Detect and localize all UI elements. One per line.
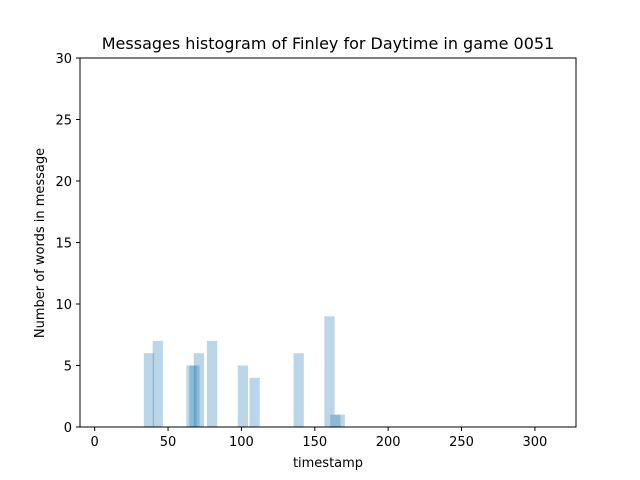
x-tick-label-2: 100 — [229, 435, 254, 450]
bars-group — [143, 316, 345, 427]
histogram-bar-9 — [324, 316, 335, 427]
histogram-bar-2 — [186, 365, 197, 427]
y-tick-label-3: 15 — [55, 237, 72, 252]
histogram-bar-11 — [334, 414, 345, 427]
x-tick-label-4: 200 — [376, 435, 401, 450]
x-tick-label-6: 300 — [522, 435, 547, 450]
histogram-bar-6 — [237, 365, 249, 427]
histogram-bar-3 — [189, 365, 200, 427]
y-tick-label-1: 5 — [64, 360, 72, 375]
y-tick-label-5: 25 — [55, 114, 72, 129]
y-axis-label: Number of words in message — [33, 148, 48, 338]
x-tick-label-5: 250 — [449, 435, 474, 450]
x-tick-label-0: 0 — [91, 435, 99, 450]
histogram-bar-1 — [152, 340, 163, 427]
x-tick-label-3: 150 — [302, 435, 327, 450]
y-tick-label-0: 0 — [64, 421, 72, 436]
y-tick-label-2: 10 — [55, 298, 72, 313]
x-axis-ticks: 0 50 100 150 200 250 300 — [91, 427, 547, 450]
histogram-bar-8 — [293, 353, 304, 427]
x-axis-label: timestamp — [293, 456, 363, 471]
histogram-bar-0 — [143, 353, 155, 427]
y-tick-label-4: 20 — [55, 175, 72, 190]
histogram-bar-7 — [249, 377, 260, 427]
chart-title: Messages histogram of Finley for Daytime… — [102, 34, 555, 53]
x-tick-label-1: 50 — [160, 435, 177, 450]
histogram-bar-5 — [206, 340, 218, 427]
y-tick-label-6: 30 — [55, 52, 72, 67]
histogram-bar-10 — [330, 414, 341, 427]
histogram-bar-4 — [193, 353, 204, 427]
y-axis-ticks: 0 5 10 15 20 25 30 — [55, 52, 80, 436]
plot-frame — [79, 57, 577, 428]
